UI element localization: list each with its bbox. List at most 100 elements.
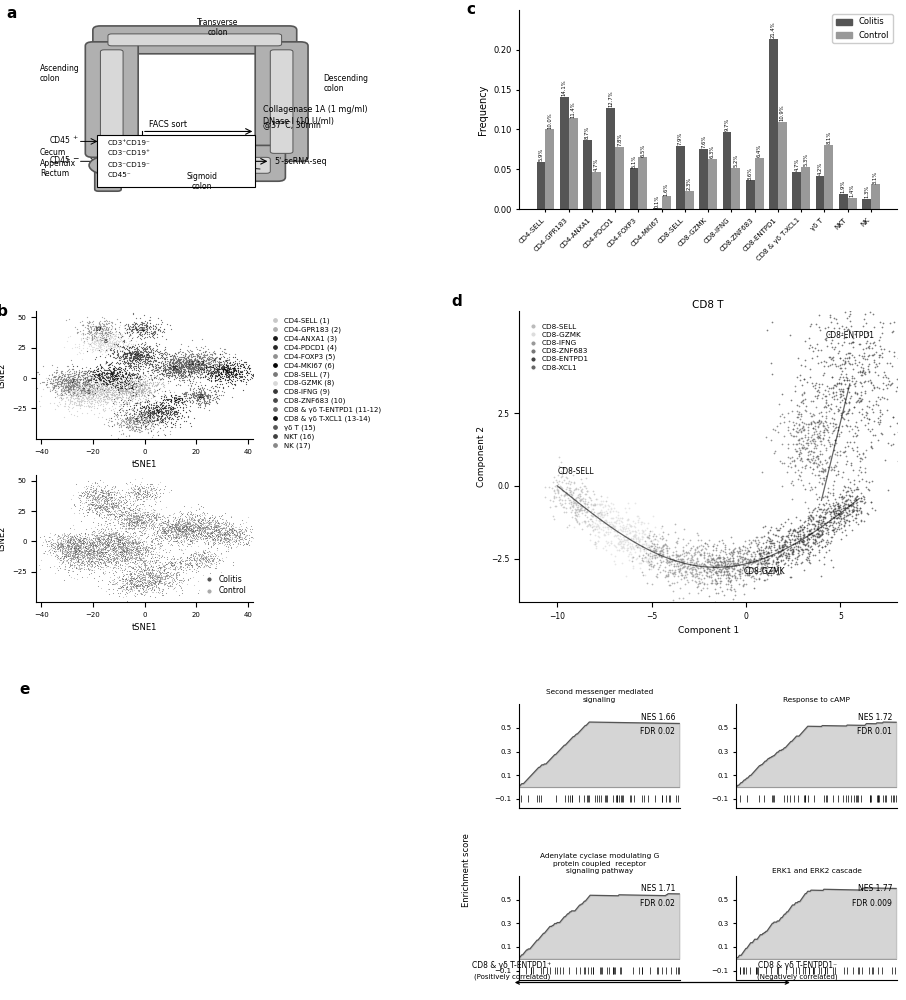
Point [125, 508, 140, 524]
Point [770, 566, 785, 582]
Point [187, 514, 201, 530]
Point [232, 525, 246, 541]
Point [123, 534, 138, 550]
Point [112, 376, 127, 392]
Point [113, 572, 128, 588]
Point [212, 525, 226, 541]
Point [191, 558, 206, 574]
Point [649, 543, 663, 559]
Point [177, 527, 191, 543]
Point [138, 582, 152, 598]
Point [127, 375, 141, 391]
Point [692, 570, 707, 586]
Point [128, 384, 142, 400]
Point [169, 518, 183, 534]
Point [149, 562, 163, 578]
Point [72, 505, 86, 521]
Point [210, 524, 225, 540]
Point [81, 386, 95, 402]
Point [99, 485, 113, 501]
Point [68, 367, 82, 383]
Point [641, 529, 656, 545]
Point [164, 401, 178, 417]
Point [660, 552, 674, 568]
Point [193, 359, 207, 375]
Point [131, 578, 146, 594]
Point [110, 375, 124, 391]
Point [774, 562, 788, 578]
Point [745, 555, 759, 571]
Point [89, 492, 103, 508]
Point [191, 529, 206, 545]
Point [131, 483, 146, 499]
Point [140, 340, 154, 356]
Point [67, 542, 82, 558]
Point [140, 318, 154, 334]
Point [211, 522, 226, 538]
Point [66, 385, 81, 401]
Point [111, 368, 126, 384]
Point [92, 384, 107, 400]
Point [833, 383, 847, 399]
Point [120, 358, 135, 374]
Point [182, 521, 197, 537]
Point [217, 530, 232, 546]
Point [126, 521, 140, 537]
Point [162, 363, 177, 379]
Point [814, 533, 829, 549]
Point [159, 524, 173, 540]
Point [92, 335, 107, 351]
Point [608, 538, 622, 554]
Point [91, 550, 105, 566]
Point [108, 384, 122, 400]
Point [147, 526, 161, 542]
Point [845, 370, 860, 386]
Point [162, 401, 177, 417]
Point [70, 535, 84, 551]
Point [120, 481, 135, 497]
Point [597, 519, 612, 535]
Point [188, 356, 202, 372]
Point [92, 380, 106, 396]
Point [78, 388, 92, 404]
Point [111, 382, 126, 398]
Point [757, 546, 771, 562]
Point [143, 514, 158, 530]
Point [74, 554, 89, 570]
Point [141, 356, 156, 372]
Point [806, 440, 821, 456]
Point [830, 376, 844, 392]
Point [48, 539, 63, 555]
Point [90, 557, 104, 573]
Point [62, 543, 76, 559]
Point [116, 379, 130, 395]
Point [126, 509, 140, 525]
Point [208, 531, 223, 547]
Point [127, 486, 141, 502]
Point [159, 531, 174, 547]
Point [80, 329, 94, 345]
Point [61, 541, 75, 557]
Point [126, 305, 140, 321]
Point [195, 360, 209, 376]
Point [786, 543, 801, 559]
Point [116, 338, 130, 354]
Point [161, 533, 176, 549]
Point [225, 389, 239, 405]
Point [228, 362, 243, 378]
Point [824, 369, 839, 385]
Point [127, 534, 141, 550]
Point [802, 416, 816, 432]
Point [862, 347, 876, 363]
Point [646, 536, 660, 552]
Point [53, 385, 68, 401]
Point [122, 529, 137, 545]
Point [769, 542, 784, 558]
Point [839, 350, 853, 366]
Point [181, 520, 196, 536]
Point [130, 324, 144, 340]
Point [84, 387, 99, 403]
Text: FACS sort: FACS sort [149, 120, 188, 129]
Point [797, 427, 812, 443]
Point [761, 567, 776, 583]
